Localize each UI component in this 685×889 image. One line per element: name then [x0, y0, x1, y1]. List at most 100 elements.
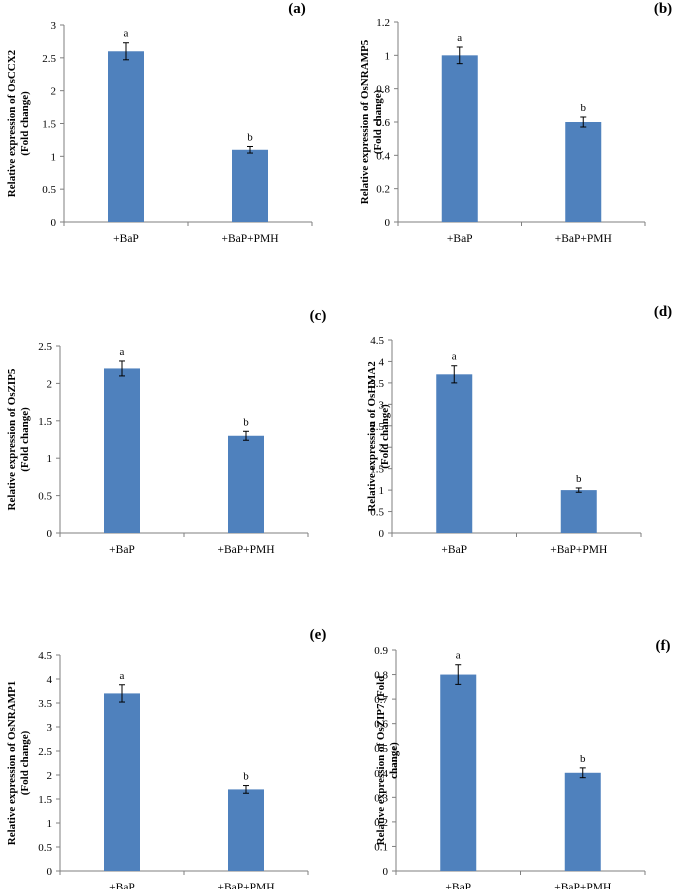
error-bar [123, 42, 129, 61]
x-tick-label: +BaP [441, 544, 467, 556]
y-tick-label: 4 [379, 356, 385, 368]
error-bar [243, 785, 249, 794]
y-tick-label: 0 [47, 528, 53, 540]
panel-label: (d) [654, 304, 672, 320]
y-tick-label: 0 [379, 528, 385, 540]
y-tick-label: 1.5 [370, 464, 384, 476]
y-axis-label-line: Relative expression of OsCCX2 [6, 49, 18, 197]
y-tick-label: 0.2 [376, 184, 390, 196]
significance-label: a [452, 351, 457, 363]
bar [440, 674, 477, 871]
y-tick-label: 1.5 [38, 794, 52, 806]
chart-panel-d: 0 0.5 1 1.5 2 2.5 3 3.5 4 4.5 a +BaP b +BaP+PMH (d) Rel… [366, 304, 672, 556]
y-tick-label: 1 [51, 151, 57, 163]
y-tick-label: 2.5 [38, 341, 52, 353]
y-axis-label-line: (Fold change) [372, 89, 384, 154]
y-tick-label: 4.5 [370, 335, 384, 347]
bar [564, 772, 601, 871]
x-tick-label: +BaP+PMH [554, 882, 611, 889]
significance-label: b [243, 771, 249, 783]
y-tick-label: 4.5 [38, 650, 52, 662]
error-bar [456, 46, 463, 65]
error-bar [247, 145, 253, 154]
x-tick-label: +BaP+PMH [217, 882, 274, 889]
y-tick-label: 2.5 [38, 746, 52, 758]
y-tick-label: 1.5 [42, 119, 56, 131]
y-axis-label-line: Relative expression of OsZIP7 (Fold [375, 676, 387, 846]
y-tick-label: 4 [47, 674, 53, 686]
y-axis-label-line: (Fold change) [19, 730, 31, 795]
y-tick-label: 3.5 [38, 698, 52, 710]
y-tick-label: 0.4 [376, 150, 390, 162]
bar [104, 368, 140, 533]
bar [228, 789, 264, 871]
y-tick-label: 0 [383, 866, 389, 878]
y-tick-label: 0.2 [374, 817, 388, 829]
y-tick-label: 0.6 [376, 117, 390, 129]
y-axis-label: Relative expression of OsCCX2(Fold chang… [6, 49, 31, 197]
panel-label: (b) [654, 1, 672, 17]
error-bar [119, 684, 125, 703]
y-tick-label: 2.5 [42, 53, 56, 65]
significance-label: a [456, 650, 461, 662]
y-axis-label: Relative expression of OsNRAMP1(Fold cha… [6, 681, 31, 845]
error-bar [579, 767, 586, 779]
y-tick-label: 3 [379, 399, 385, 411]
significance-label: a [124, 28, 129, 40]
y-axis-label: Relative expression of OsZIP5(Fold chang… [6, 368, 31, 510]
bar [436, 374, 473, 533]
bar [565, 122, 602, 222]
bar [560, 490, 597, 533]
chart-panel-a: 0 0.5 1 1.5 2 2.5 3 a +BaP b +BaP+PMH (a) Relative e… [6, 1, 313, 245]
error-bar [243, 430, 249, 441]
x-tick-label: +BaP+PMH [555, 233, 612, 245]
error-bar [451, 365, 458, 384]
error-bar [119, 360, 125, 377]
y-tick-label: 0.4 [374, 768, 388, 780]
x-tick-label: +BaP [109, 544, 135, 556]
y-tick-label: 3.5 [370, 378, 384, 390]
error-bar [455, 664, 462, 685]
y-tick-label: 2 [47, 378, 53, 390]
y-tick-label: 1 [385, 50, 391, 62]
significance-label: b [581, 102, 587, 114]
y-tick-label: 1 [47, 453, 53, 465]
significance-label: b [576, 473, 582, 485]
significance-label: b [247, 131, 253, 143]
bar [232, 149, 268, 222]
panel-label: (a) [288, 1, 306, 17]
panel-label: (f) [656, 638, 671, 654]
bar [441, 55, 478, 223]
significance-label: a [120, 346, 125, 358]
significance-label: b [243, 416, 249, 428]
bar [228, 435, 264, 533]
y-axis-label: Relative expression of OsNRAMP5(Fold cha… [359, 39, 384, 204]
y-axis-label-line: change) [388, 742, 400, 779]
y-tick-label: 0.5 [370, 507, 384, 519]
y-tick-label: 2.5 [370, 421, 384, 433]
y-axis-label: Relative expression of OsZIP7 (Foldchang… [375, 676, 400, 846]
y-tick-label: 0.7 [374, 694, 388, 706]
x-tick-label: +BaP+PMH [217, 544, 274, 556]
y-tick-label: 1.2 [376, 17, 390, 29]
y-tick-label: 0.9 [374, 645, 388, 657]
error-bar [580, 116, 587, 128]
y-axis-label-line: Relative expression of OsNRAMP1 [6, 681, 18, 845]
significance-label: b [580, 753, 586, 765]
significance-label: a [457, 32, 462, 44]
significance-label: a [120, 670, 125, 682]
y-tick-label: 3 [47, 722, 53, 734]
chart-panel-b: 0 0.2 0.4 0.6 0.8 1 1.2 a +BaP b +BaP+PMH (b) Relati… [359, 1, 672, 245]
error-bar [575, 487, 582, 493]
y-tick-label: 1 [47, 818, 53, 830]
x-tick-label: +BaP [113, 233, 139, 245]
bar [104, 693, 140, 871]
y-tick-label: 0 [51, 217, 57, 229]
y-tick-label: 0.1 [374, 841, 388, 853]
y-tick-label: 0.3 [374, 792, 388, 804]
y-axis-label: Relative expression of OsHMA2(Fold chang… [366, 361, 391, 512]
y-tick-label: 0.8 [376, 84, 390, 96]
y-tick-label: 1.5 [38, 416, 52, 428]
y-tick-label: 0.5 [38, 842, 52, 854]
y-axis-label-line: Relative expression of OsHMA2 [366, 361, 378, 512]
